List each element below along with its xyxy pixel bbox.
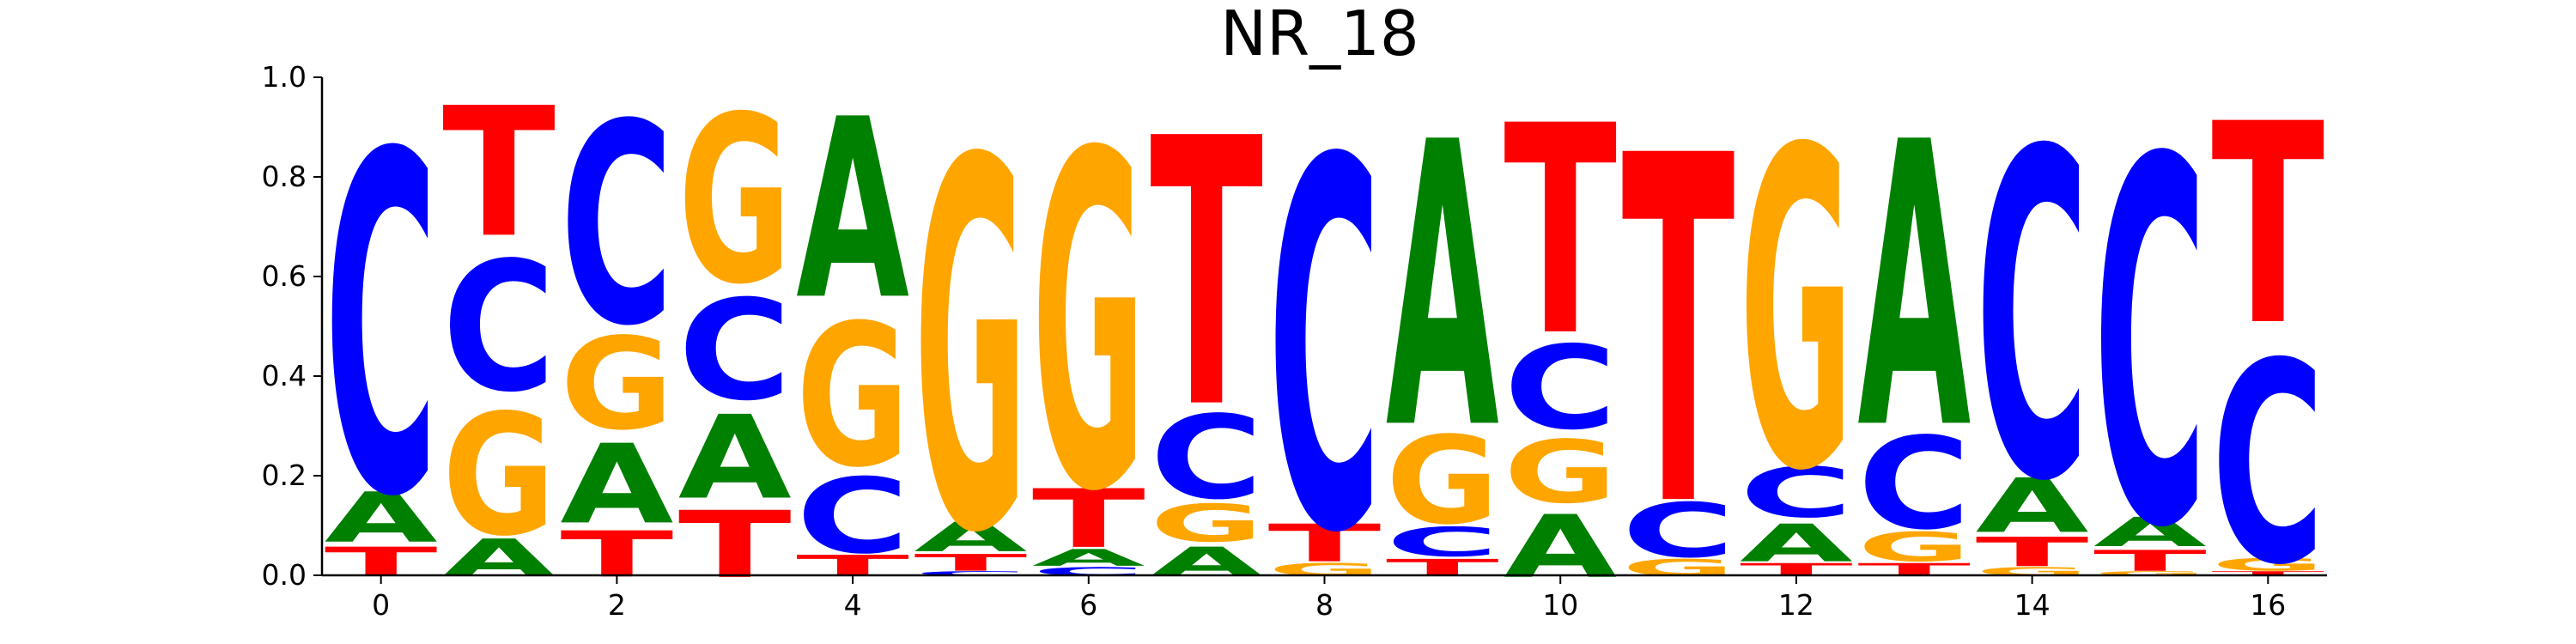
y-tick-label: 0.6 — [262, 259, 307, 293]
logo-letter-C-pos4-1: C — [796, 457, 909, 577]
x-tick-label: 4 — [844, 588, 862, 622]
x-tick-label: 16 — [2250, 588, 2286, 622]
logo-letter-G-pos12-3: G — [1740, 59, 1853, 568]
logo-letter-C-pos1-2: C — [442, 224, 556, 432]
logo-letter-A-pos0-1: A — [325, 478, 438, 559]
logo-letter-G-pos13-1: G — [1857, 524, 1971, 571]
logo-letter-G-pos3-3: G — [678, 68, 792, 336]
logo-letter-C-pos2-3: C — [560, 65, 673, 386]
logo-letter-A-pos5-2: A — [914, 514, 1028, 561]
logo-letter-T-pos14-1: T — [1976, 529, 2089, 576]
logo-letter-G-pos16-1: G — [2211, 555, 2324, 574]
logo-letter-C-pos11-1: C — [1622, 488, 1735, 574]
axes-layer: 0.0 0.2 0.4 0.6 0.8 1.0 0 2 4 6 8 10 12 14 16 — [262, 60, 2327, 622]
logo-letter-C-pos10-2: C — [1504, 322, 1617, 456]
logo-letter-T-pos11-2: T — [1622, 58, 1736, 613]
logo-letter-T-pos16-3: T — [2211, 65, 2325, 387]
logo-letter-A-pos2-1: A — [560, 422, 673, 549]
logo-letter-A-pos3-1: A — [678, 392, 792, 526]
logo-letter-G-pos6-3: G — [1032, 58, 1145, 593]
logo-letter-T-pos1-3: T — [442, 70, 556, 277]
logo-letter-G-pos1-1: G — [442, 380, 556, 574]
logo-letter-C-pos14-3: C — [1976, 58, 2089, 580]
logo-letter-C-pos8-2: C — [1268, 55, 1382, 644]
logo-letter-T-pos3-0: T — [678, 491, 792, 598]
logo-letter-G-pos5-3: G — [914, 55, 1028, 644]
logo-letter-A-pos12-1: A — [1740, 513, 1853, 574]
x-tick-label: 8 — [1315, 588, 1334, 622]
logo-letter-A-pos15-2: A — [2093, 509, 2207, 556]
logo-letter-C-pos12-2: C — [1740, 453, 1853, 533]
logo-letter-A-pos6-1: A — [1032, 544, 1145, 571]
logo-letter-C-pos7-2: C — [1150, 392, 1263, 526]
logo-letter-C-pos15-3: C — [2093, 55, 2207, 637]
logo-letter-C-pos3-2: C — [678, 271, 792, 432]
logo-letter-T-pos8-1: T — [1268, 513, 1382, 574]
x-tick-label: 14 — [2014, 588, 2050, 622]
logo-letter-G-pos7-1: G — [1150, 493, 1263, 554]
logo-letter-A-pos4-3: A — [796, 66, 909, 355]
x-tick-label: 0 — [372, 588, 390, 622]
logo-letter-C-pos0-2: C — [325, 58, 438, 599]
logo-letter-G-pos9-2: G — [1386, 410, 1499, 551]
logo-letter-A-pos13-3: A — [1857, 61, 1971, 516]
logo-letter-A-pos1-0: A — [442, 528, 556, 588]
logo-letter-T-pos9-0: T — [1386, 555, 1499, 581]
logo-letter-T-pos6-2: T — [1032, 472, 1145, 566]
logo-letter-T-pos7-3: T — [1150, 62, 1264, 490]
y-tick-label: 1.0 — [262, 60, 307, 94]
y-tick-label: 0.2 — [262, 459, 307, 492]
logo-letter-C-pos9-1: C — [1386, 519, 1499, 566]
y-tick-label: 0.8 — [262, 160, 307, 193]
x-tick-label: 10 — [1542, 588, 1578, 622]
logo-letter-G-pos11-0: G — [1622, 555, 1735, 581]
logo-letter-A-pos9-3: A — [1386, 61, 1500, 516]
y-tick-label: 0.0 — [262, 558, 307, 592]
logo-letter-C-pos13-2: C — [1857, 410, 1971, 557]
logo-letter-T-pos10-3: T — [1504, 65, 1618, 400]
x-tick-label: 12 — [1778, 588, 1814, 622]
y-tick-label: 0.4 — [262, 359, 307, 392]
logo-letter-T-pos16-0: T — [2211, 570, 2324, 577]
logo-letter-G-pos15-0: G — [2093, 570, 2207, 577]
logo-letter-G-pos10-1: G — [1504, 422, 1617, 523]
logo-letter-T-pos15-1: T — [2093, 544, 2207, 578]
logo-letter-A-pos7-0: A — [1150, 539, 1263, 586]
logo-letter-T-pos5-1: T — [914, 550, 1028, 576]
logo-letter-C-pos5-0: C — [914, 570, 1028, 577]
chart-title: NR_18 — [1220, 0, 1419, 70]
logo-letter-G-pos2-2: G — [560, 312, 673, 459]
x-tick-label: 6 — [1079, 588, 1097, 622]
logo-letter-G-pos4-2: G — [796, 283, 909, 511]
logo-letter-C-pos16-2: C — [2211, 305, 2324, 626]
x-tick-label: 2 — [608, 588, 626, 622]
logo-letter-A-pos14-2: A — [1976, 462, 2089, 550]
